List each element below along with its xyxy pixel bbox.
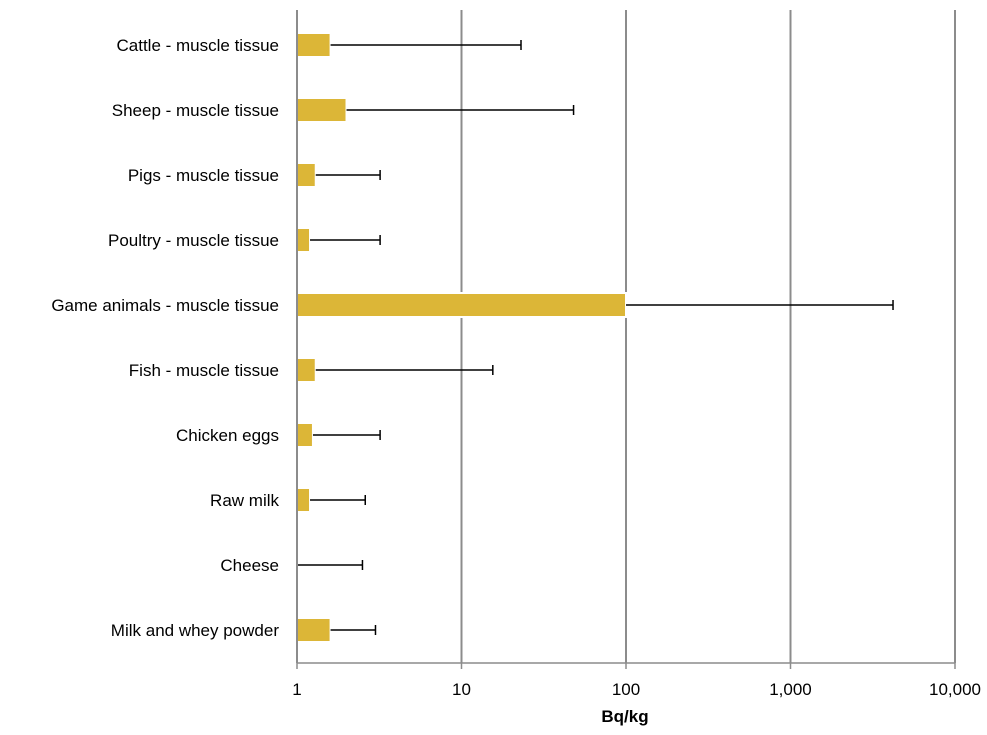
category-label: Poultry - muscle tissue [108, 231, 279, 250]
x-tick-label: 10,000 [929, 680, 981, 699]
bar [296, 162, 317, 188]
bar [296, 422, 314, 448]
x-tick-labels: 1 10 100 1,000 10,000 [292, 680, 981, 699]
bar [296, 617, 332, 643]
bar [296, 227, 312, 253]
category-label: Raw milk [210, 491, 279, 510]
category-label: Cheese [220, 556, 279, 575]
x-tick-label: 100 [612, 680, 640, 699]
x-tick-label: 1 [292, 680, 301, 699]
category-label: Milk and whey powder [111, 621, 280, 640]
x-tick-label: 10 [452, 680, 471, 699]
category-label: Pigs - muscle tissue [128, 166, 279, 185]
bar [296, 357, 317, 383]
bar [296, 487, 312, 513]
x-tick-label: 1,000 [769, 680, 812, 699]
axes [296, 10, 956, 669]
category-labels: Cattle - muscle tissue Sheep - muscle tis… [51, 36, 279, 640]
category-label: Fish - muscle tissue [129, 361, 279, 380]
bar [296, 97, 348, 123]
category-label: Chicken eggs [176, 426, 279, 445]
bar [296, 32, 332, 58]
gridlines [460, 10, 956, 663]
category-label: Cattle - muscle tissue [117, 36, 280, 55]
error-bars [297, 40, 894, 635]
category-label: Game animals - muscle tissue [51, 296, 279, 315]
bar [296, 292, 627, 318]
x-axis-title: Bq/kg [601, 707, 648, 726]
category-label: Sheep - muscle tissue [112, 101, 279, 120]
